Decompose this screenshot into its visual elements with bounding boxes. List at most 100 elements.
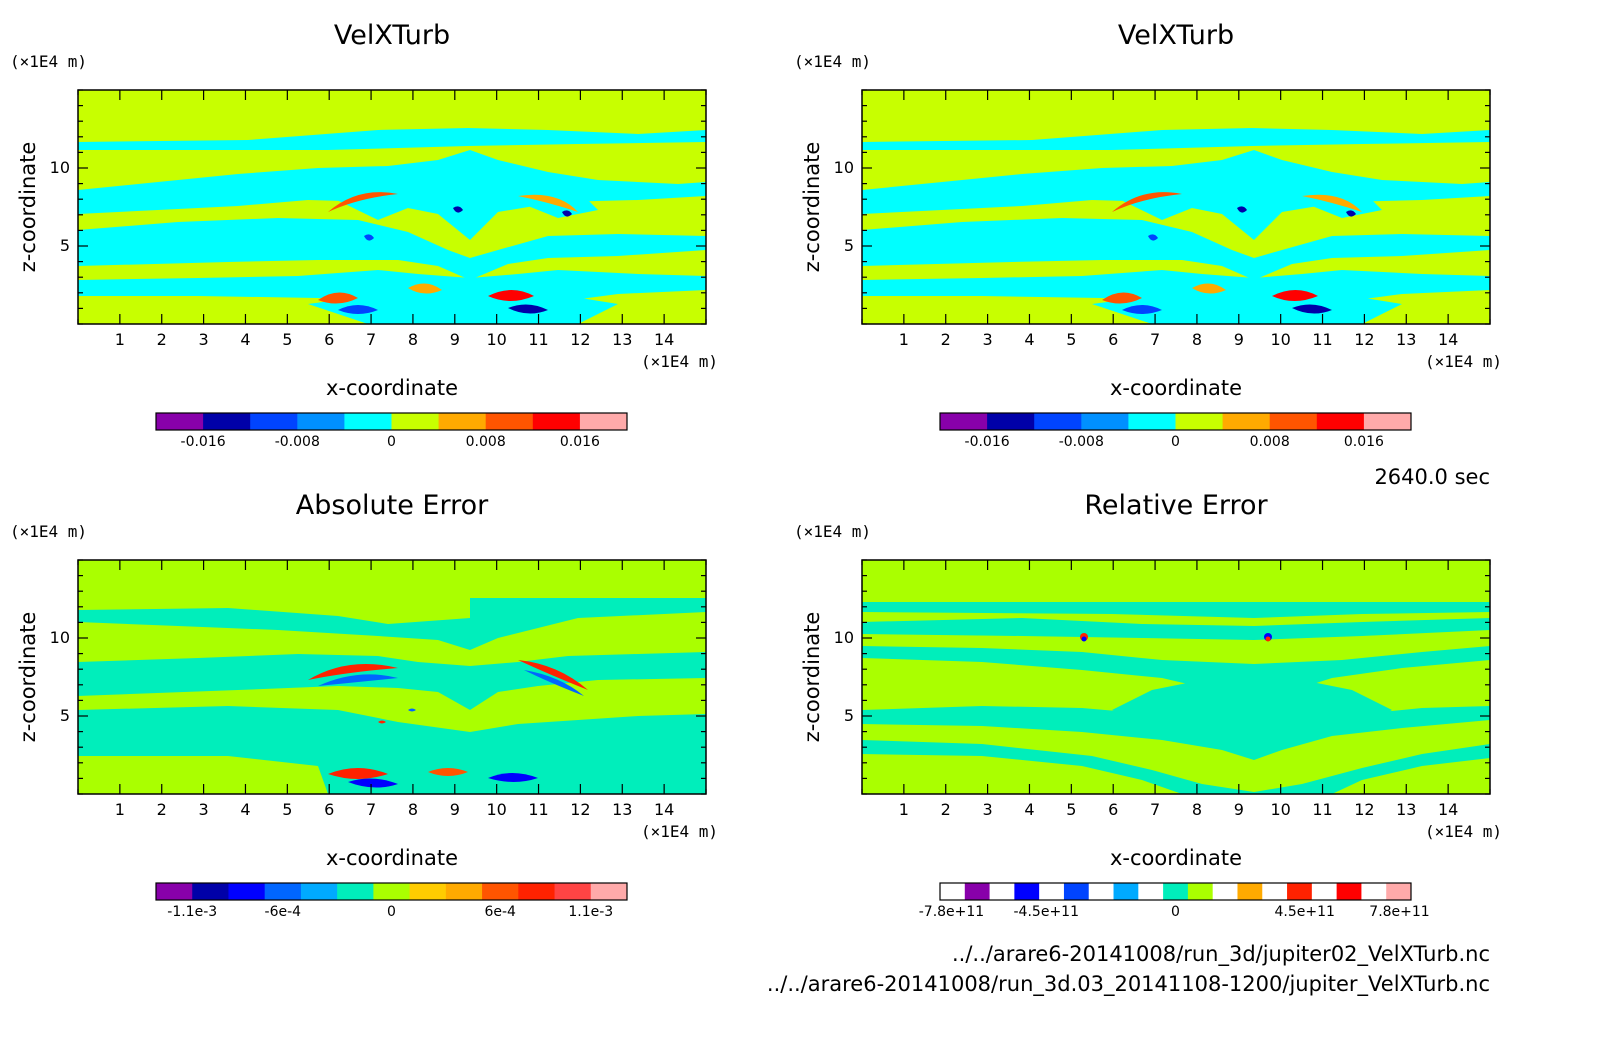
y-axis-label: z-coordinate [16, 611, 40, 743]
field-region [862, 740, 1490, 794]
x-tick-label: 14 [1437, 800, 1459, 819]
field-detail [338, 305, 378, 314]
colorbar-segment [1014, 883, 1040, 900]
colorbar-segment [373, 883, 411, 900]
field-region [862, 646, 1490, 710]
colorbar-tick-label: -0.016 [964, 434, 1010, 450]
colorbar-tick-label: -0.016 [180, 434, 226, 450]
colorbar-segment [445, 883, 483, 900]
colorbar-segment [344, 413, 392, 430]
panel-velxturb-right: VelXTurb (×1E4 m) (×1E4 m) x-coordinate z-co… [784, 0, 1574, 470]
colorbar-segment [192, 883, 229, 900]
x-tick-label: 13 [612, 800, 633, 819]
chart-svg [861, 559, 1491, 901]
colorbar-segment [264, 883, 302, 900]
y-tick-label: 10 [49, 158, 70, 177]
colorbar-segment [1361, 883, 1387, 900]
colorbar-segment [1336, 883, 1362, 900]
colorbar-segment [1163, 883, 1189, 900]
x-tick-label: 9 [1233, 330, 1244, 349]
y-tick-label: 10 [49, 628, 70, 647]
colorbar-segment [156, 413, 204, 430]
field-detail [348, 778, 398, 788]
y-axis-label: z-coordinate [16, 141, 40, 273]
x-tick-label: 2 [940, 800, 951, 819]
colorbar-segment [1269, 413, 1318, 430]
colorbar-tick-label: 6e-4 [484, 904, 516, 920]
heatmap-field [78, 90, 706, 324]
colorbar-segment [989, 883, 1015, 900]
file-path-2: ../../arare6-20141008/run_3d.03_20141108… [766, 972, 1490, 996]
heatmap-field [862, 560, 1490, 794]
field-detail [453, 206, 463, 213]
colorbar-segment [391, 413, 440, 430]
x-tick-label: 9 [449, 800, 460, 819]
x-tick-label: 6 [324, 800, 335, 819]
colorbar-segment [482, 883, 519, 900]
plot-frame [861, 89, 1491, 325]
field-detail [1302, 194, 1362, 212]
field-region [78, 706, 706, 794]
x-tick-label: 10 [1270, 800, 1291, 819]
field-detail [308, 664, 398, 680]
field-detail [328, 768, 388, 779]
plot-frame [77, 89, 707, 325]
colorbar-segment [1237, 883, 1263, 900]
colorbar-tick-label: -0.008 [1058, 434, 1104, 450]
x-unit-label: (×1E4 m) [1424, 822, 1502, 841]
colorbar-tick-label: 0 [1171, 904, 1180, 920]
x-tick-label: 6 [1108, 330, 1119, 349]
x-tick-label: 12 [1354, 330, 1375, 349]
x-tick-label: 9 [449, 330, 460, 349]
colorbar-tick-label: 7.8e+11 [1369, 904, 1430, 920]
colorbar-frame [939, 882, 1412, 901]
field-detail [1081, 636, 1087, 642]
colorbar-segment [1063, 883, 1090, 900]
field-detail [1148, 234, 1158, 241]
x-tick-label: 4 [240, 800, 251, 819]
x-unit-label: (×1E4 m) [1424, 352, 1502, 371]
field-region [78, 218, 706, 280]
field-region [862, 128, 1490, 150]
field-detail [408, 708, 416, 712]
x-tick-label: 11 [528, 330, 549, 349]
colorbar-segment [337, 883, 374, 900]
field-detail [518, 194, 578, 212]
y-unit-label: (×1E4 m) [10, 52, 88, 71]
x-tick-label: 9 [1233, 800, 1244, 819]
heatmap-field [862, 90, 1490, 324]
colorbar-segment [964, 883, 991, 900]
x-tick-label: 8 [1191, 330, 1203, 349]
colorbar-tick-label: 0.016 [1343, 434, 1384, 450]
x-tick-label: 6 [324, 330, 335, 349]
x-unit-label: (×1E4 m) [640, 352, 718, 371]
colorbar-tick-label: -1.1e-3 [167, 904, 218, 920]
x-tick-label: 12 [570, 330, 591, 349]
field-detail [364, 234, 374, 241]
field-region [308, 286, 618, 324]
x-tick-label: 13 [1396, 800, 1417, 819]
field-region [862, 602, 1490, 618]
colorbar-tick-label: 1.1e-3 [568, 904, 614, 920]
colorbar-tick-label: 0.016 [559, 434, 600, 450]
colorbar-segment [518, 883, 556, 900]
y-unit-label: (×1E4 m) [794, 522, 872, 541]
colorbar-tick-label: 0 [387, 434, 396, 450]
x-tick-label: 8 [1191, 800, 1203, 819]
colorbar-segment [228, 883, 266, 900]
field-region [862, 218, 1490, 280]
x-tick-label: 4 [1024, 330, 1035, 349]
x-tick-label: 4 [240, 330, 251, 349]
x-axis-label: x-coordinate [1109, 376, 1243, 400]
field-detail [562, 210, 572, 217]
x-tick-label: 1 [898, 800, 909, 819]
field-detail [1237, 206, 1247, 213]
x-tick-label: 10 [486, 330, 507, 349]
field-detail [1272, 290, 1318, 301]
file-path-1: ../../arare6-20141008/run_3d/jupiter02_V… [951, 942, 1490, 966]
x-tick-label: 13 [1396, 330, 1417, 349]
colorbar-tick-label: -0.008 [274, 434, 320, 450]
y-unit-label: (×1E4 m) [10, 522, 88, 541]
colorbar-segment [554, 883, 592, 900]
field-region [78, 598, 706, 650]
